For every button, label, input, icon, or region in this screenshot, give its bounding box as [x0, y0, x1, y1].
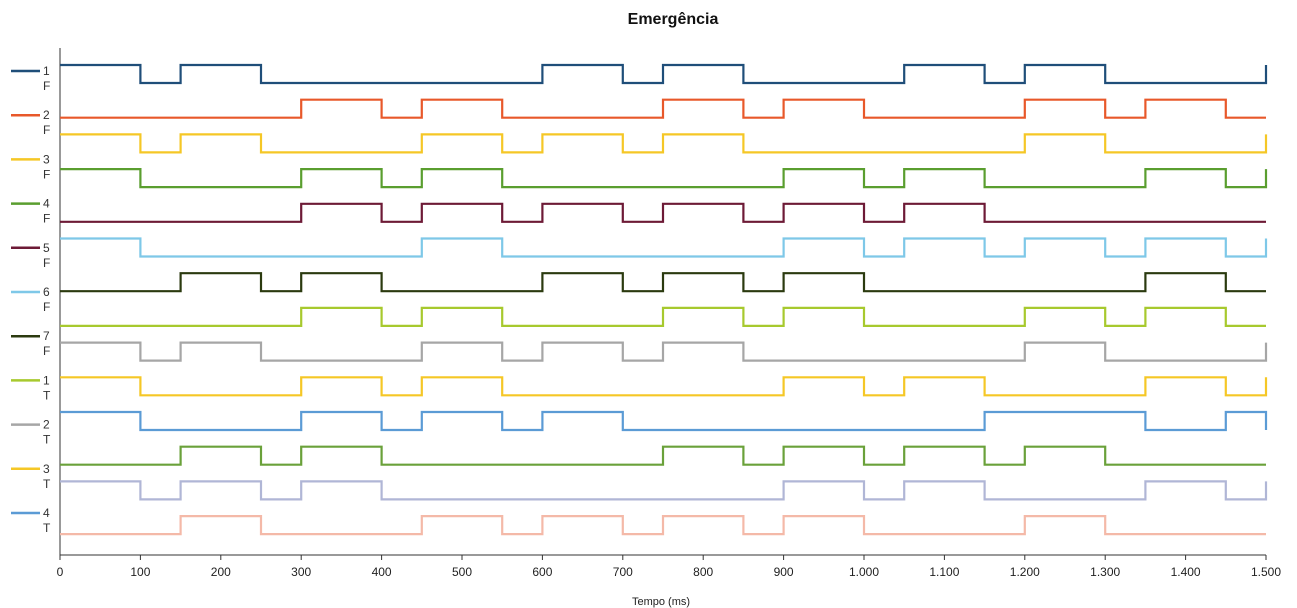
legend-label-6: 6 [43, 285, 50, 299]
series-line-10 [60, 376, 1268, 397]
legend-sublabel-2: F [43, 123, 50, 137]
legend-sublabel-1: F [43, 79, 50, 93]
series-line-5 [60, 202, 1266, 223]
legend-label-7: 7 [43, 329, 50, 343]
series-line-11 [60, 410, 1268, 432]
legend-sublabel-5: F [43, 256, 50, 270]
axes: 0 100 200 300 400 500 600 700 800 900 1.000 1.100 1.… [57, 48, 1281, 579]
x-tick-label: 700 [613, 565, 633, 579]
x-tick-label: 200 [211, 565, 231, 579]
x-tick-label: 1.100 [929, 565, 959, 579]
legend-sublabel-6: F [43, 300, 50, 314]
legend-sublabel-4: F [43, 212, 50, 226]
legend-label-4: 4 [43, 197, 50, 211]
series-line-2 [60, 98, 1266, 119]
x-tick-label: 1.000 [849, 565, 879, 579]
x-tick-label: 1.300 [1090, 565, 1120, 579]
series-line-6 [60, 237, 1268, 258]
x-axis-label: Tempo (ms) [632, 596, 690, 608]
x-tick-label: 0 [57, 565, 64, 579]
series-line-8 [60, 306, 1266, 327]
x-tick-label: 1.200 [1010, 565, 1040, 579]
legend-sublabel-9: T [43, 433, 51, 447]
legend-label-10: 3 [43, 462, 50, 476]
legend-label-9: 2 [43, 418, 50, 432]
legend-sublabel-8: T [43, 388, 51, 402]
series-line-3 [60, 133, 1268, 154]
x-tick-label: 1.500 [1251, 565, 1281, 579]
series-line-4 [60, 168, 1268, 189]
x-tick-label: 400 [372, 565, 392, 579]
chart-title: Emergência [628, 11, 719, 28]
legend-label-2: 2 [43, 108, 50, 122]
x-tick-label: 600 [532, 565, 552, 579]
x-tick-label: 900 [774, 565, 794, 579]
x-tick-label: 300 [291, 565, 311, 579]
series-line-14 [60, 515, 1266, 536]
series-line-7 [60, 272, 1266, 293]
x-tick-label: 100 [130, 565, 150, 579]
legend-label-11: 4 [43, 506, 50, 520]
series-line-1 [60, 63, 1268, 85]
series-layer [60, 63, 1268, 536]
legend-label-8: 1 [43, 373, 50, 387]
legend-sublabel-10: T [43, 477, 51, 491]
legend-label-5: 5 [43, 241, 50, 255]
legend-sublabel-7: F [43, 344, 50, 358]
legend-label-1: 1 [43, 64, 50, 78]
x-tick-label: 1.400 [1171, 565, 1201, 579]
series-line-13 [60, 480, 1268, 501]
legend-label-3: 3 [43, 152, 50, 166]
legend-sublabel-11: T [43, 521, 51, 535]
x-tick-label: 500 [452, 565, 472, 579]
series-line-9 [60, 341, 1268, 362]
series-line-12 [60, 445, 1266, 466]
x-tick-label: 800 [693, 565, 713, 579]
legend-sublabel-3: F [43, 167, 50, 181]
